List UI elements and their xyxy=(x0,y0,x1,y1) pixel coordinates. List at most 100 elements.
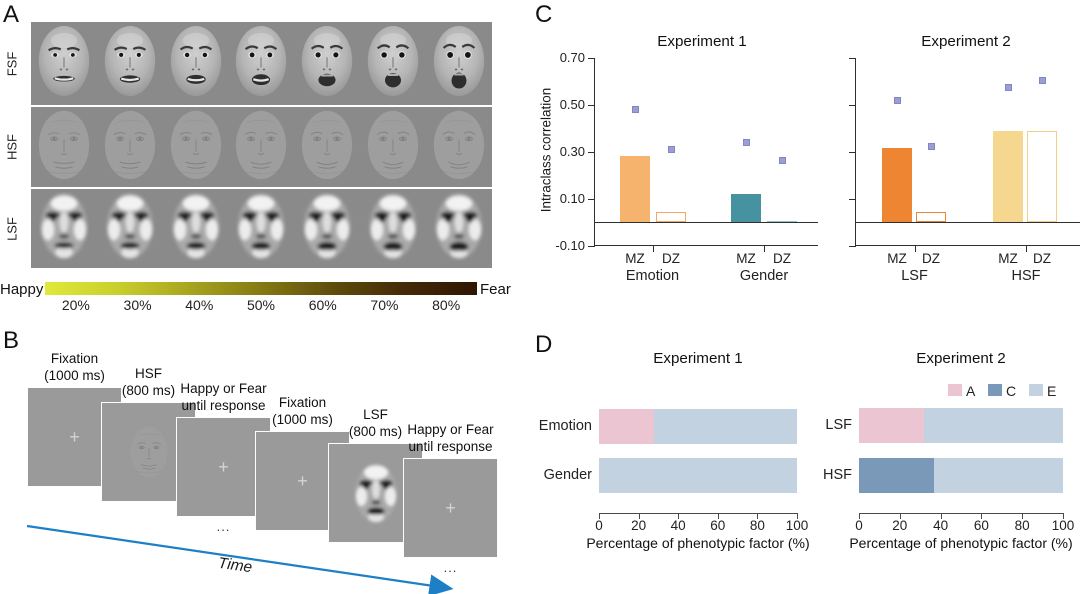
screen-ellipsis-3: ... xyxy=(216,519,231,534)
row-label-fsf: FSF xyxy=(4,51,20,76)
colorbar-tick-60: 60% xyxy=(308,297,337,313)
d-experiment-1-xtick-label-100: 100 xyxy=(785,518,809,533)
face-cell xyxy=(232,109,290,186)
screen-label-4: Fixation (1000 ms) xyxy=(272,395,333,427)
legend-label-c: C xyxy=(1006,383,1017,399)
d-experiment-2-seg-lsf-e xyxy=(924,408,1063,443)
fixation-cross: + xyxy=(297,471,308,491)
d-experiment-1-seg-emotion-a xyxy=(599,409,655,444)
c-experiment-1-y-axis xyxy=(594,58,596,247)
row-label-lsf: LSF xyxy=(4,216,20,241)
c-experiment-2-group-label-lsf: LSF xyxy=(901,268,928,284)
face-cell xyxy=(432,191,486,266)
c-experiment-2-ytick xyxy=(849,198,855,200)
face-cell xyxy=(167,109,225,186)
colorbar-tick-40: 40% xyxy=(185,297,214,313)
legend-swatch-c xyxy=(988,384,1002,396)
c-experiment-1-zero-line xyxy=(595,221,818,224)
colorbar-tick-70: 70% xyxy=(370,297,399,313)
c-experiment-2-bar-dz-3 xyxy=(1027,130,1057,223)
panel-a-letter: A xyxy=(3,1,20,28)
c-experiment-2-x-axis xyxy=(856,245,1080,247)
c-experiment-2-ytick xyxy=(849,245,855,247)
c-experiment-1-ytick-label-0.10: 0.10 xyxy=(559,191,585,206)
c-experiment-1-group-label-emotion: Emotion xyxy=(625,268,680,284)
d-experiment-2-seg-hsf-c xyxy=(859,458,935,493)
colorbar-happy-label: Happy xyxy=(0,281,44,298)
colorbar-tick-80: 80% xyxy=(432,297,461,313)
lsf-face-image xyxy=(238,193,285,259)
face-cell xyxy=(37,191,91,266)
hsf-face-image xyxy=(236,110,287,179)
row-label-hsf: HSF xyxy=(4,134,20,160)
c-experiment-1-point-mz-2 xyxy=(742,139,750,147)
d-experiment-2-seg-lsf-a xyxy=(859,408,925,443)
d-experiment-2-xlabel: Percentage of phenotypic factor (%) xyxy=(849,535,1073,551)
face-cell xyxy=(431,23,487,104)
d-experiment-1-xtick xyxy=(797,513,798,519)
face-cell xyxy=(35,109,93,186)
c-experiment-1-ytick-label-0.30: 0.30 xyxy=(559,144,585,159)
face-cell xyxy=(365,23,421,104)
face-cell xyxy=(364,109,422,186)
d-experiment-2-xtick xyxy=(981,513,983,519)
screen-label-2: HSF (800 ms) xyxy=(121,366,176,398)
c-experiment-2-y-axis xyxy=(855,58,857,247)
face-cell xyxy=(298,109,356,186)
face-cell xyxy=(233,23,289,104)
c-experiment-1-ytick xyxy=(588,104,594,106)
fixation-cross: + xyxy=(69,427,80,447)
c-experiment-1-group-tick xyxy=(764,245,765,252)
d-experiment-2-xtick xyxy=(1022,513,1024,519)
fsf-face-image xyxy=(302,26,353,96)
c-experiment-1-ytick-label-0.70: 0.70 xyxy=(559,50,585,65)
colorbar-tick-30: 30% xyxy=(123,297,152,313)
d-experiment-1-x-axis xyxy=(599,513,797,514)
c-experiment-2-point-dz-1 xyxy=(927,142,935,150)
c-experiment-1-group-tick xyxy=(652,245,654,252)
legend-label-a: A xyxy=(966,383,976,399)
c-experiment-1-bar-mz-2 xyxy=(731,194,761,223)
d-experiment-1-seg-gender-e xyxy=(599,458,797,493)
panel-d-letter: D xyxy=(535,331,553,358)
c-experiment-1-bar-label-dz: DZ xyxy=(773,251,791,266)
c-experiment-1-ytick xyxy=(588,151,594,153)
lsf-face-image xyxy=(107,193,153,259)
c-experiment-1-title: Experiment 1 xyxy=(657,33,747,50)
d-experiment-2-xtick-label-80: 80 xyxy=(1014,518,1030,533)
c-experiment-2-point-mz-0 xyxy=(893,96,901,104)
c-experiment-1-ytick-label-0.50: 0.50 xyxy=(559,97,585,112)
c-experiment-2-group-tick xyxy=(1026,245,1027,252)
lsf-face-image xyxy=(370,193,416,259)
hsf-face-image xyxy=(302,110,353,179)
legend-swatch-a xyxy=(948,384,962,396)
face-cell xyxy=(234,191,288,266)
face-cell xyxy=(366,191,420,266)
screen-ellipsis-6: ... xyxy=(443,560,458,575)
face-cell xyxy=(102,23,158,104)
happy-fear-colorbar xyxy=(45,282,477,295)
d-experiment-2-cat-label-hsf: HSF xyxy=(823,467,852,483)
screen-label-1: Fixation (1000 ms) xyxy=(44,351,105,383)
c-experiment-2-bar-label-mz: MZ xyxy=(887,251,907,266)
d-experiment-2-xtick-label-0: 0 xyxy=(855,518,863,533)
legend-swatch-e xyxy=(1029,384,1043,396)
c-experiment-2-group-tick xyxy=(914,245,916,252)
face-cell xyxy=(168,23,224,104)
c-experiment-1-bar-dz-1 xyxy=(656,211,686,223)
fsf-face-image xyxy=(433,26,485,96)
face-row-fsf xyxy=(31,22,492,105)
d-experiment-1-xtick xyxy=(638,513,640,519)
d-experiment-2-xtick-label-40: 40 xyxy=(933,518,949,533)
face-cell xyxy=(103,191,157,266)
face-row-hsf xyxy=(31,107,492,187)
d-experiment-1-xtick-label-60: 60 xyxy=(710,518,726,533)
c-experiment-1-ytick xyxy=(588,245,594,247)
face-row-lsf xyxy=(31,189,492,268)
c-experiment-1-ytick xyxy=(588,57,594,59)
c-experiment-1-bar-mz-0 xyxy=(620,155,650,223)
c-experiment-1-bar-label-mz: MZ xyxy=(625,251,645,266)
hsf-face-image xyxy=(104,110,155,179)
c-experiment-1-bar-label-dz: DZ xyxy=(662,251,680,266)
c-experiment-1-ytick xyxy=(588,198,594,200)
